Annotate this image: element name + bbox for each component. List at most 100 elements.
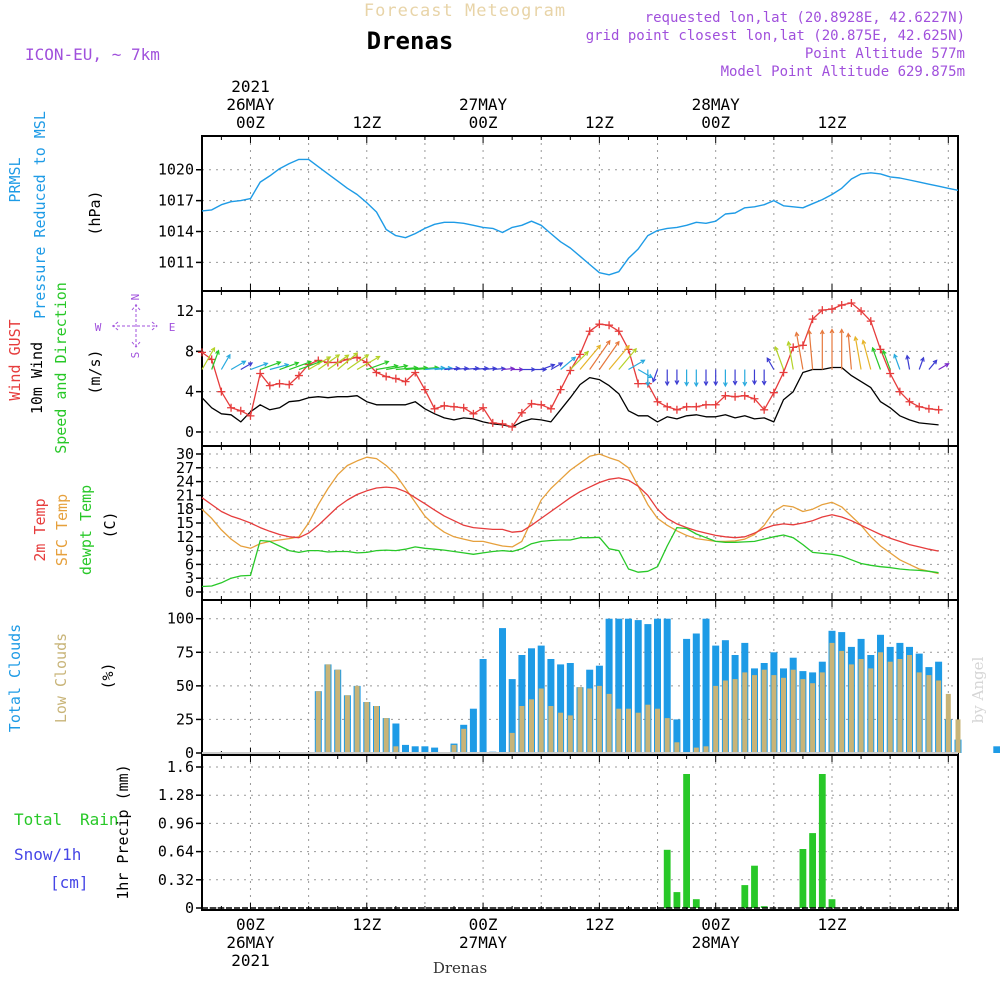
snow-unit-label: [cm] bbox=[50, 873, 89, 892]
gust-marker bbox=[672, 405, 681, 414]
wind-arrow bbox=[502, 367, 514, 371]
low-cloud-bar bbox=[722, 680, 728, 753]
low-clouds-label: Low Clouds bbox=[52, 633, 70, 723]
top-time-label: 26MAY bbox=[226, 95, 275, 114]
total-cloud-bar bbox=[634, 620, 642, 753]
y-tick-label: 1014 bbox=[158, 223, 194, 241]
wind-arrow-head bbox=[335, 354, 341, 359]
wind-arrow-head bbox=[647, 373, 654, 379]
total-cloud-bar bbox=[431, 747, 439, 753]
rain-bar bbox=[828, 899, 836, 908]
total-cloud-bar bbox=[615, 618, 623, 753]
y-tick-label: 0.32 bbox=[158, 871, 194, 889]
wind-arrow-head bbox=[853, 335, 859, 341]
wind-arrow bbox=[787, 341, 794, 370]
wind-arrow bbox=[483, 367, 497, 371]
wind-arrow-head bbox=[263, 362, 269, 367]
wind-arrow-head bbox=[645, 381, 651, 387]
gust-marker bbox=[566, 366, 575, 375]
wind-arrow bbox=[211, 350, 220, 370]
wind-arrow-head bbox=[893, 353, 898, 359]
y-tick-label: 25 bbox=[176, 710, 194, 728]
wind-arrow bbox=[356, 355, 380, 371]
gust-marker bbox=[779, 368, 788, 377]
wind-arrow bbox=[201, 347, 216, 370]
gust-marker bbox=[721, 391, 730, 400]
gust-marker bbox=[450, 402, 458, 411]
gust-marker bbox=[808, 315, 817, 324]
wind-arrow-head bbox=[558, 362, 564, 367]
low-cloud-bar bbox=[354, 685, 360, 753]
bottom-time-label: 2021 bbox=[231, 951, 270, 970]
total-cloud-bar bbox=[625, 618, 632, 753]
gust-marker bbox=[866, 317, 875, 326]
rain-bar bbox=[818, 774, 826, 908]
total-cloud-bar bbox=[673, 719, 681, 753]
wind-arrow bbox=[434, 367, 452, 371]
gust-marker bbox=[576, 350, 584, 359]
wind-arrow-head bbox=[905, 354, 911, 360]
panel-frame bbox=[201, 290, 959, 447]
wind-arrow bbox=[250, 362, 268, 371]
gust-marker bbox=[760, 405, 769, 414]
gust-marker bbox=[663, 402, 672, 411]
wind-arrow bbox=[652, 369, 659, 382]
y-tick-label: 9 bbox=[185, 542, 194, 560]
wind-arrow bbox=[298, 360, 322, 371]
wind-speed-line bbox=[201, 366, 939, 428]
low-cloud-bar bbox=[810, 683, 816, 753]
low-cloud-bar bbox=[703, 746, 709, 753]
wind-arrow-head bbox=[807, 329, 812, 335]
wind-arrow-head bbox=[861, 339, 867, 345]
low-cloud-bar bbox=[529, 699, 534, 753]
wind-arrow-head bbox=[786, 340, 792, 346]
total-cloud-bar bbox=[479, 659, 487, 753]
total-cloud-bar bbox=[557, 664, 565, 753]
wind-arrow-head bbox=[615, 340, 620, 346]
gust-marker bbox=[246, 411, 255, 420]
gust-marker bbox=[934, 405, 943, 414]
wind-arrow bbox=[492, 367, 505, 371]
wind-arrow-head bbox=[703, 381, 709, 387]
gust-marker bbox=[411, 368, 420, 377]
gust-marker bbox=[847, 299, 856, 308]
prmsl-label: PRMSL bbox=[6, 157, 24, 202]
low-cloud-bar bbox=[383, 718, 389, 753]
wind-arrow bbox=[882, 350, 891, 370]
wind-arrow bbox=[405, 367, 428, 371]
gust-marker bbox=[905, 397, 914, 406]
low-cloud-bar bbox=[674, 742, 680, 753]
top-time-label: 2021 bbox=[231, 77, 270, 96]
gust-marker bbox=[886, 369, 895, 378]
wind-arrow-head bbox=[294, 361, 300, 367]
gust-marker bbox=[508, 422, 517, 431]
gust-marker bbox=[275, 379, 284, 388]
compass-s: S bbox=[129, 352, 142, 359]
gust-marker bbox=[595, 320, 604, 329]
gust-marker bbox=[818, 306, 827, 315]
gust-marker bbox=[430, 404, 439, 413]
wind-arrow bbox=[347, 354, 369, 370]
rain-bar bbox=[683, 774, 690, 908]
wind-arrow bbox=[337, 352, 358, 370]
speed-direction-label: Speed and Direction bbox=[52, 282, 70, 454]
forecast-title: Forecast Meteogram bbox=[364, 1, 566, 21]
wind-arrow-head bbox=[722, 382, 728, 388]
low-cloud-bar bbox=[538, 688, 544, 753]
gust-marker bbox=[682, 402, 691, 411]
low-cloud-bar bbox=[713, 685, 719, 753]
wind-arrow bbox=[541, 364, 555, 371]
low-cloud-bar bbox=[325, 664, 331, 753]
low-cloud-bar bbox=[742, 672, 748, 753]
top-time-label: 12Z bbox=[352, 113, 381, 132]
y-tick-label: 12 bbox=[176, 528, 194, 546]
rain-bar bbox=[809, 833, 816, 908]
low-cloud-bar bbox=[558, 712, 564, 753]
wind-arrow-head bbox=[684, 381, 690, 387]
y-tick-label: 50 bbox=[176, 677, 194, 695]
total-cloud-bar bbox=[566, 663, 574, 753]
wind-arrow-head bbox=[215, 349, 220, 355]
y-tick-label: 1.6 bbox=[167, 758, 194, 776]
wind-arrow bbox=[847, 333, 852, 370]
wind-arrow bbox=[376, 365, 398, 371]
